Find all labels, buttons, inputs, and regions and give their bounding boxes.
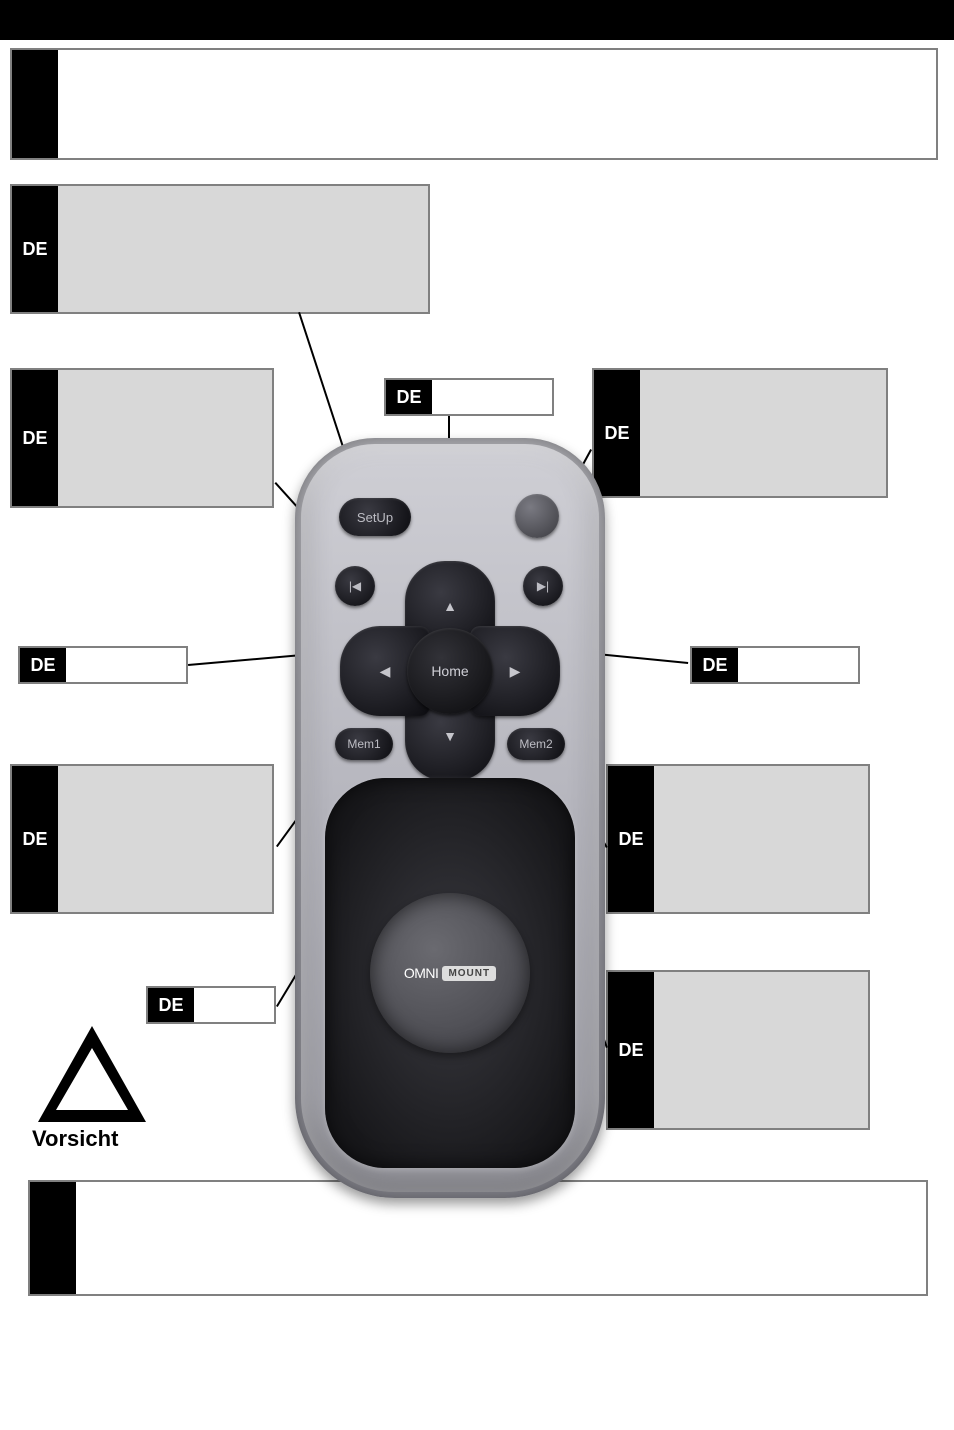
callout-up-label: DE	[384, 378, 554, 416]
lang-tag	[12, 50, 58, 158]
lang-tag: DE	[12, 370, 58, 506]
direction-wheel: ▲ ▼ ◀ ▶ Home	[345, 566, 555, 776]
brand-logo: OMNI MOUNT	[404, 965, 496, 981]
caution-triangle-icon	[38, 1026, 146, 1122]
page-content: DE DE DE DE DE DE DE DE DE DE Vorsicht	[0, 40, 954, 1430]
callout-mem1: DE	[10, 764, 274, 914]
callout-setup: DE	[10, 184, 430, 314]
lang-tag: DE	[12, 766, 58, 912]
callout-skipprev: DE	[10, 368, 274, 508]
setup-button[interactable]: SetUp	[339, 498, 411, 536]
lang-tag	[30, 1182, 76, 1294]
ir-led	[515, 494, 559, 538]
callout-left-label: DE	[18, 646, 188, 684]
lang-tag: DE	[608, 766, 654, 912]
lang-tag: DE	[386, 380, 432, 414]
logo-left: OMNI	[404, 965, 439, 981]
lang-tag: DE	[692, 648, 738, 682]
callout-top-wide	[10, 48, 938, 160]
callout-down-label: DE	[146, 986, 276, 1024]
top-black-bar	[0, 0, 954, 40]
home-button[interactable]: Home	[407, 628, 493, 714]
logo-right: MOUNT	[442, 966, 496, 981]
remote-control: SetUp |◀ ▶| Mem1 Mem2 ▲ ▼ ◀ ▶ Home OMNI	[295, 438, 605, 1198]
lang-tag: DE	[148, 988, 194, 1022]
lang-tag: DE	[20, 648, 66, 682]
callout-home: DE	[606, 970, 870, 1130]
callout-right-label: DE	[690, 646, 860, 684]
remote-bottom-panel: OMNI MOUNT	[325, 778, 575, 1168]
lang-tag: DE	[12, 186, 58, 312]
caution-label: Vorsicht	[32, 1126, 118, 1152]
logo-circle: OMNI MOUNT	[370, 893, 530, 1053]
callout-skipnext: DE	[592, 368, 888, 498]
callout-mem2: DE	[606, 764, 870, 914]
lang-tag: DE	[608, 972, 654, 1128]
